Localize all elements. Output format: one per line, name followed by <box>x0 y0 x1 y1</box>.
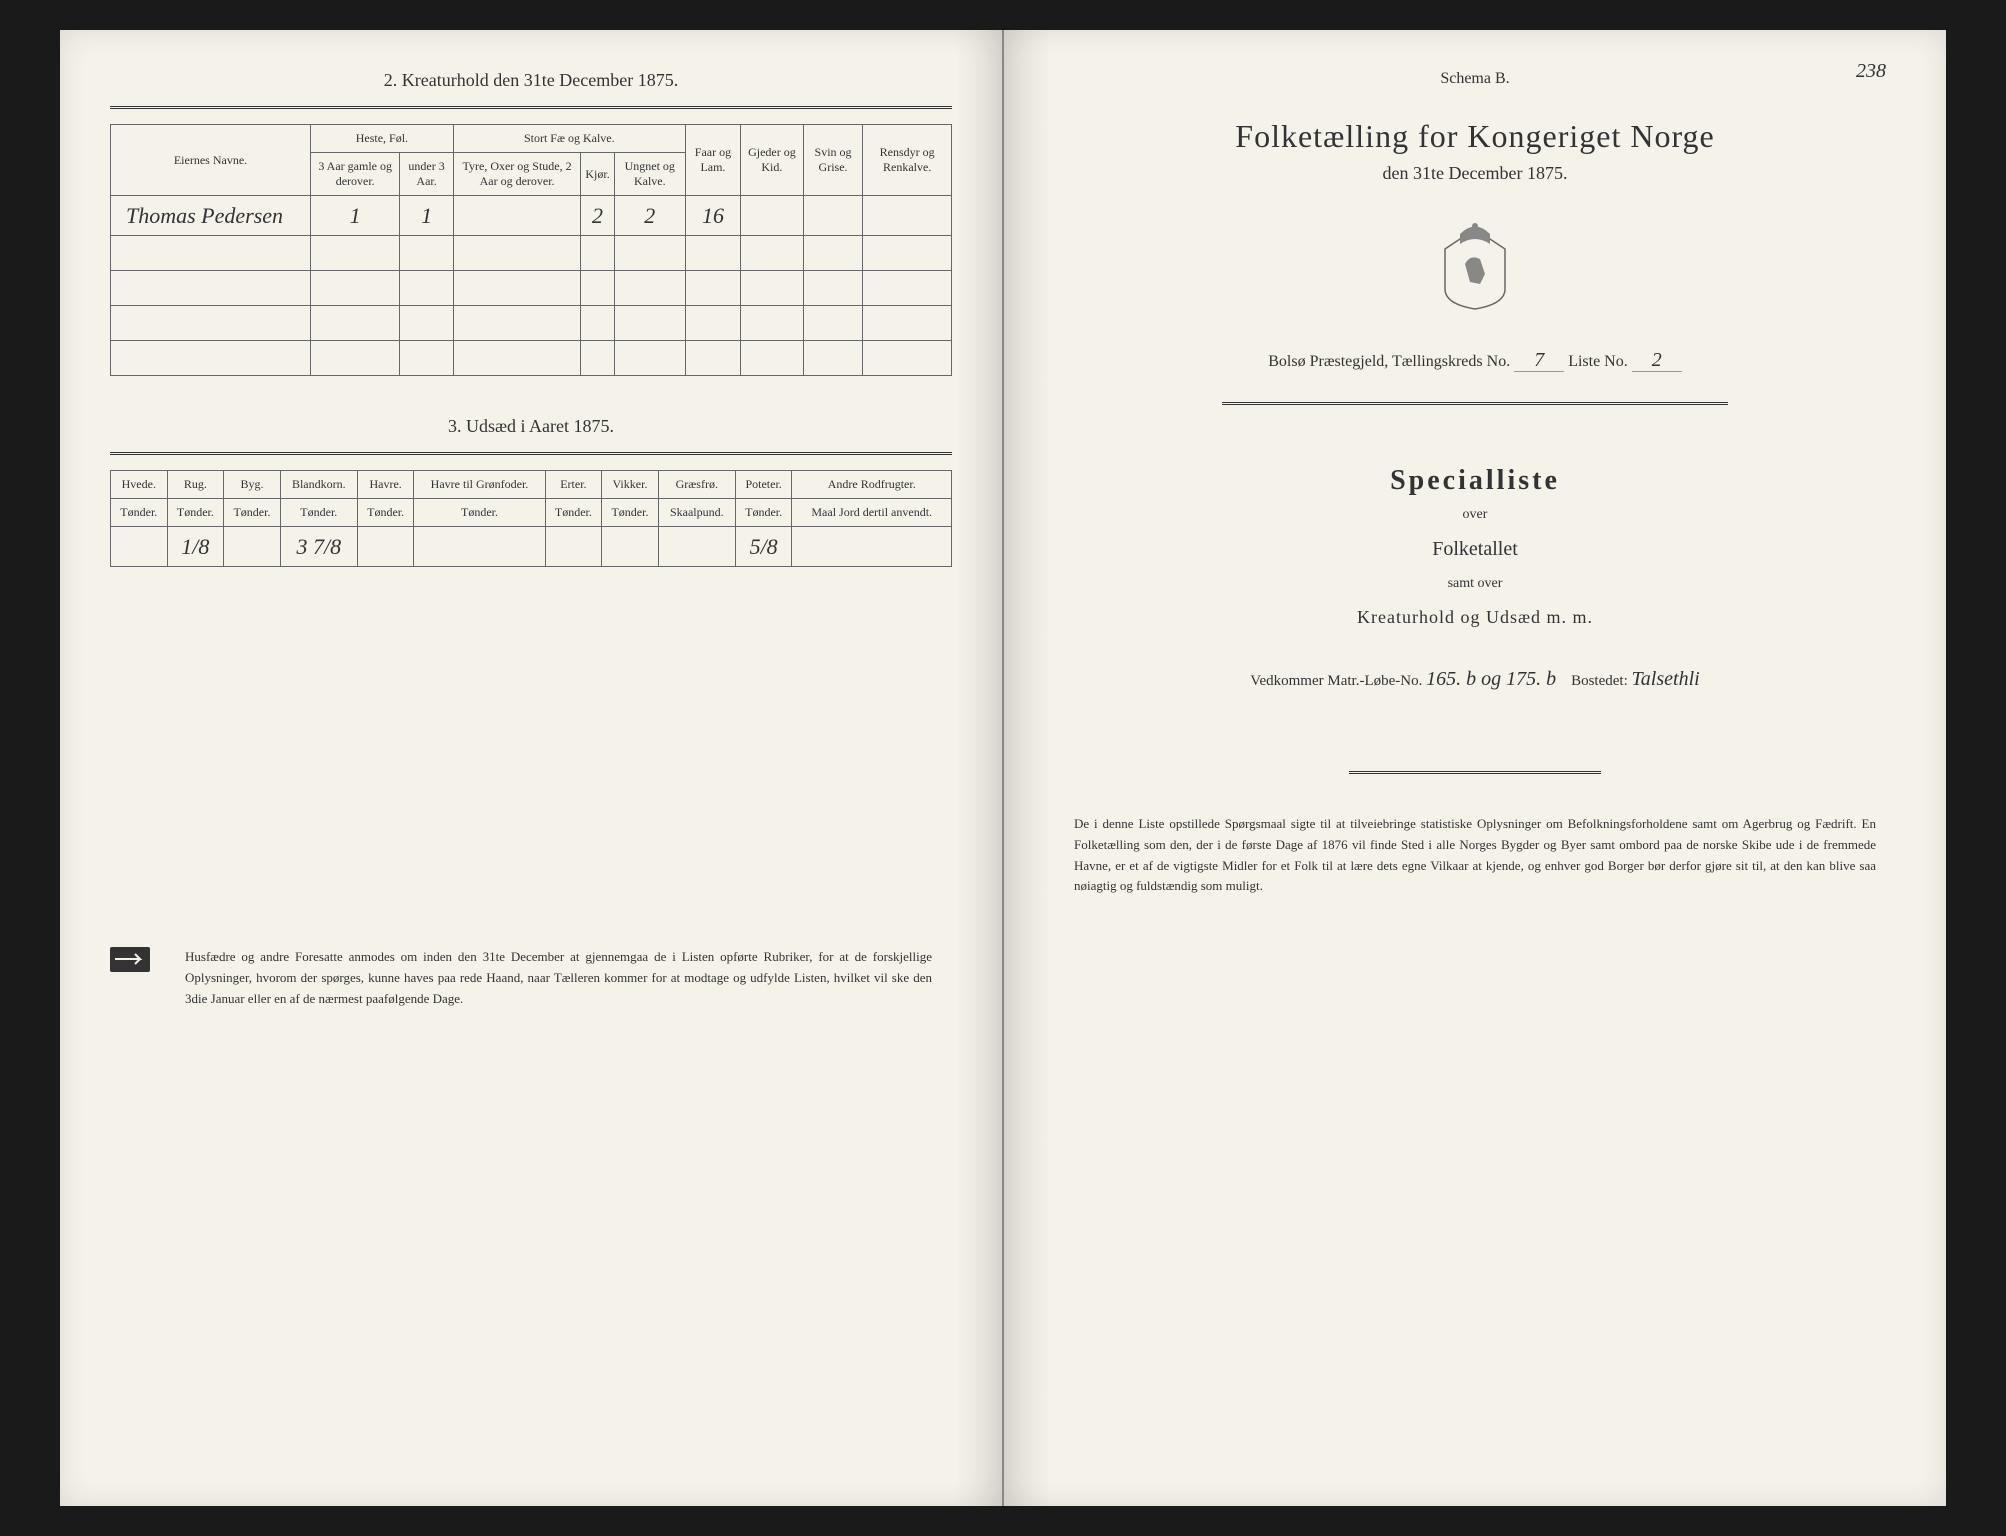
th-faar: Faar og Lam. <box>685 125 740 196</box>
matr-line: Vedkommer Matr.-Løbe-No. 165. b og 175. … <box>1054 668 1896 691</box>
cell <box>863 196 952 236</box>
footer-text: Husfædre og andre Foresatte anmodes om i… <box>165 947 952 1009</box>
subtitle: den 31te December 1875. <box>1054 163 1896 184</box>
th: Hvede. <box>111 471 168 499</box>
cell <box>453 196 581 236</box>
th: Andre Rodfrugter. <box>792 471 952 499</box>
cell: 1/8 <box>167 527 224 567</box>
schema-label: Schema B. <box>1054 70 1896 88</box>
cell: 1 <box>311 196 400 236</box>
th-ren: Rensdyr og Renkalve. <box>863 125 952 196</box>
cell: 16 <box>685 196 740 236</box>
divider <box>110 106 952 109</box>
th-unit: Skaalpund. <box>658 499 735 527</box>
cell: 3 7/8 <box>280 527 357 567</box>
th-fae3: Ungnet og Kalve. <box>614 153 685 196</box>
th-heste1: 3 Aar gamle og derover. <box>311 153 400 196</box>
matr-label: Vedkommer Matr.-Løbe-No. <box>1250 673 1422 689</box>
cell <box>602 527 659 567</box>
spec-kreat: Kreaturhold og Udsæd m. m. <box>1054 607 1896 628</box>
section2-title: 2. Kreaturhold den 31te December 1875. <box>110 70 952 91</box>
cell <box>224 527 281 567</box>
spec-title: Specialliste <box>1054 465 1896 497</box>
th: Blandkorn. <box>280 471 357 499</box>
th-unit: Tønder. <box>735 499 792 527</box>
pointing-hand-icon <box>110 947 150 972</box>
table-row: Thomas Pedersen 1 1 2 2 16 <box>111 196 952 236</box>
th-unit: Maal Jord dertil anvendt. <box>792 499 952 527</box>
royal-crest-icon <box>1054 214 1896 319</box>
th-heste2: under 3 Aar. <box>400 153 453 196</box>
table-row: 1/8 3 7/8 5/8 <box>111 527 952 567</box>
parish-label: Bolsø Præstegjeld, Tællingskreds No. <box>1268 353 1510 370</box>
th-fae2: Kjør. <box>581 153 614 196</box>
th-fae: Stort Fæ og Kalve. <box>453 125 685 153</box>
spec-folke: Folketallet <box>1054 538 1896 561</box>
th: Rug. <box>167 471 224 499</box>
parish-no: 7 <box>1514 349 1564 372</box>
seed-table: Hvede. Rug. Byg. Blandkorn. Havre. Havre… <box>110 470 952 567</box>
th-fae1: Tyre, Oxer og Stude, 2 Aar og derover. <box>453 153 581 196</box>
th: Havre. <box>357 471 414 499</box>
th-gjeder: Gjeder og Kid. <box>741 125 804 196</box>
cell <box>111 527 168 567</box>
liste-label: Liste No. <box>1568 353 1628 370</box>
footer-text-right: De i denne Liste opstillede Spørgsmaal s… <box>1054 814 1896 897</box>
th: Byg. <box>224 471 281 499</box>
cell: 2 <box>614 196 685 236</box>
th-unit: Tønder. <box>111 499 168 527</box>
cell <box>545 527 602 567</box>
table-row <box>111 341 952 376</box>
th-heste: Heste, Føl. <box>311 125 454 153</box>
bosted: Talsethli <box>1632 668 1700 690</box>
livestock-table: Eiernes Navne. Heste, Føl. Stort Fæ og K… <box>110 124 952 376</box>
parish-line: Bolsø Præstegjeld, Tællingskreds No. 7 L… <box>1054 349 1896 372</box>
cell <box>414 527 545 567</box>
th-unit: Tønder. <box>414 499 545 527</box>
th-unit: Tønder. <box>545 499 602 527</box>
cell <box>803 196 863 236</box>
th-unit: Tønder. <box>602 499 659 527</box>
th: Poteter. <box>735 471 792 499</box>
footer-note-left: Husfædre og andre Foresatte anmodes om i… <box>110 947 952 1009</box>
cell: 2 <box>581 196 614 236</box>
matr-no: 165. b og 175. b <box>1426 668 1556 690</box>
cell <box>357 527 414 567</box>
divider <box>110 452 952 455</box>
th: Havre til Grønfoder. <box>414 471 545 499</box>
section3-title: 3. Udsæd i Aaret 1875. <box>110 416 952 437</box>
bosted-label: Bostedet: <box>1571 673 1628 689</box>
cell: 1 <box>400 196 453 236</box>
left-page: 2. Kreaturhold den 31te December 1875. E… <box>60 30 1004 1506</box>
th-name: Eiernes Navne. <box>111 125 311 196</box>
th-unit: Tønder. <box>280 499 357 527</box>
spec-over: over <box>1054 507 1896 523</box>
cell <box>741 196 804 236</box>
table-row <box>111 271 952 306</box>
th-unit: Tønder. <box>224 499 281 527</box>
main-title: Folketælling for Kongeriget Norge <box>1054 118 1896 155</box>
cell-name: Thomas Pedersen <box>111 196 311 236</box>
th-svin: Svin og Grise. <box>803 125 863 196</box>
cell <box>658 527 735 567</box>
th: Erter. <box>545 471 602 499</box>
table-row <box>111 236 952 271</box>
divider <box>1222 402 1727 405</box>
liste-no: 2 <box>1632 349 1682 372</box>
book-spread: 2. Kreaturhold den 31te December 1875. E… <box>0 0 2006 1536</box>
th: Græsfrø. <box>658 471 735 499</box>
th-unit: Tønder. <box>357 499 414 527</box>
table-row <box>111 306 952 341</box>
th-unit: Tønder. <box>167 499 224 527</box>
spec-samt: samt over <box>1054 576 1896 592</box>
divider <box>1349 771 1602 774</box>
page-number: 238 <box>1856 60 1886 83</box>
cell <box>792 527 952 567</box>
right-page: 238 Schema B. Folketælling for Kongerige… <box>1004 30 1946 1506</box>
th: Vikker. <box>602 471 659 499</box>
cell: 5/8 <box>735 527 792 567</box>
